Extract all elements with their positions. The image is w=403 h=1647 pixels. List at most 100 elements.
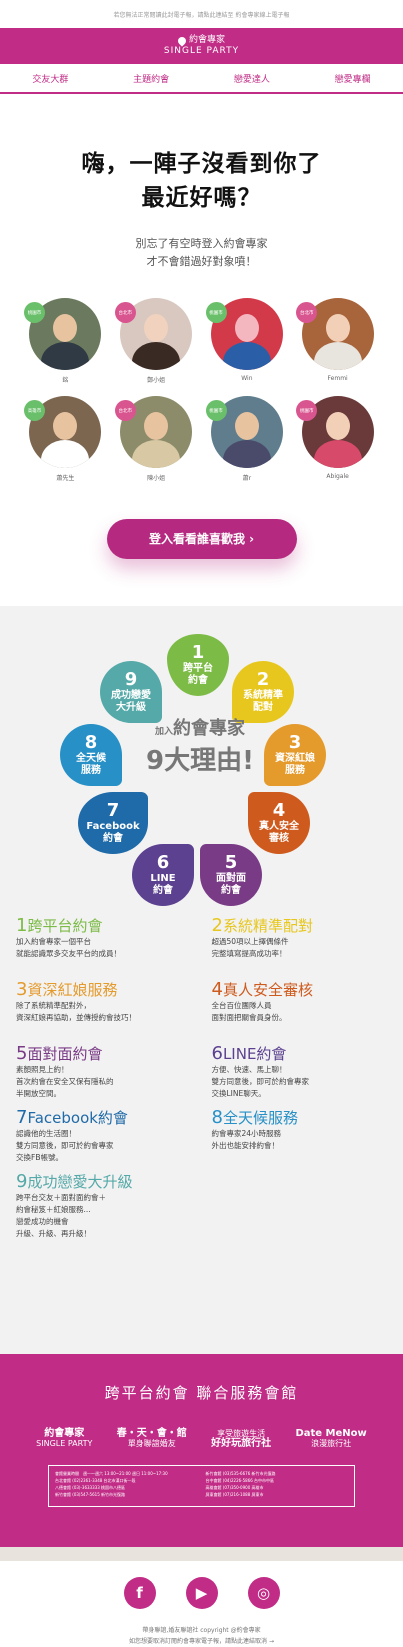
nav-item-theme-dating[interactable]: 主題約會 (133, 74, 170, 85)
petal-1: 1 跨平台 約會 (167, 634, 229, 696)
brand-single-party[interactable]: 約會專家 SINGLE PARTY (36, 1428, 93, 1449)
reason-desc-line: 跨平台交友＋面對面約會＋ (16, 1193, 106, 1202)
youtube-icon[interactable]: ▶ (185, 1577, 218, 1609)
reason-title-text: 成功戀愛大升級 (27, 1173, 133, 1191)
reason-desc-line: 就能認識眾多交友平台的成員！ (16, 949, 121, 958)
nav-item-love-experts[interactable]: 戀愛達人 (233, 74, 270, 85)
reason-desc-line: 戀愛成功的機會 (16, 1217, 69, 1226)
reason-desc-line: 雙方同意後，即可於約會專家 (16, 1141, 114, 1150)
center-nine-reasons: 9大理由! (146, 746, 254, 776)
petal-text2: 約會 (188, 675, 208, 686)
reason-desc-line: 面對面把關會員身份。 (211, 1013, 287, 1022)
brand-travel-agency[interactable]: 享受旅遊生活 好好玩旅行社 (211, 1429, 272, 1449)
profile-grid: 桃園市 銘 台北市 鄭小姐 桃園市 Win 台北市 Femmi 高雄市 蕭先生 … (0, 271, 403, 482)
city-badge: 台北市 (114, 302, 136, 323)
hero-section: 嗨，一陣子沒看到你了 最近好嗎？ 別忘了有空時登入約會專家 才不會錯過好對象噴！ (0, 94, 403, 271)
reason-title: 1跨平台約會 (16, 916, 192, 936)
profile-card[interactable]: 桃園市 銘 (20, 298, 111, 384)
hero-title: 嗨，一陣子沒看到你了 最近好嗎？ (0, 147, 403, 215)
reason-item: 2系統精準配對超過50項以上擇偶條件 完整填寫提高成功率！ (212, 916, 388, 980)
avatar[interactable] (29, 298, 102, 370)
profile-card[interactable]: 高雄市 蕭先生 (20, 396, 111, 482)
petal-text2: 約會 (153, 885, 173, 896)
reason-number: 1 (16, 915, 28, 936)
unsubscribe-link[interactable]: 如您想要取消訂閱約會專家電子報，請點此連結取消 → (129, 1638, 274, 1645)
footer-title: 跨平台約會 聯合服務會館 (104, 1384, 299, 1402)
profile-card[interactable]: 台北市 Femmi (292, 298, 383, 383)
petal-number: 3 (288, 732, 302, 753)
header-bar: 約會專家 SINGLE PARTY (0, 28, 403, 64)
profile-name: 銘 (62, 377, 69, 384)
top-note: 若您無法正常閱讀此封電子報，請點此連結至 約會專家線上電子報 (113, 12, 290, 19)
petal-9: 9 成功戀愛 大升級 (100, 661, 162, 723)
petal-number: 2 (256, 669, 270, 690)
reason-desc-line: 完整填寫提高成功率！ (211, 949, 287, 958)
petal-text2: 配對 (253, 702, 273, 713)
reason-title-text: LINE約會 (222, 1045, 287, 1063)
petal-text2: 大升級 (116, 702, 146, 713)
profile-name: 蕭先生 (56, 475, 75, 482)
reason-desc-line: 素顏照見上約！ (16, 1065, 69, 1074)
cta-section: 登入看看誰喜歡我 › (0, 481, 403, 606)
profile-card[interactable]: 桃園市 Abigale (292, 396, 383, 481)
petal-text1: 系統精準 (243, 690, 283, 701)
brand-spring-house[interactable]: 春・天・會・館 單身聯誼婚友 (116, 1428, 187, 1449)
petal-text1: 成功戀愛 (111, 690, 151, 701)
city-badge: 台北市 (296, 302, 318, 323)
reason-title-text: 資深紅娘服務 (27, 981, 118, 999)
profile-card[interactable]: 桃園市 Win (202, 298, 293, 383)
reason-desc-line: 升級、升級、再升級！ (16, 1229, 91, 1238)
city-badge: 桃園市 (205, 400, 227, 421)
reason-desc-line: 超過50項以上擇偶條件 (211, 937, 289, 946)
reason-title-text: Facebook約會 (27, 1109, 128, 1127)
hero-subtitle: 別忘了有空時登入約會專家 才不會錯過好對象噴！ (0, 235, 403, 271)
reason-desc-line: 外出也能安排約會！ (211, 1141, 280, 1150)
brand-date-me-now[interactable]: Date MeNow 浪漫旅行社 (295, 1428, 367, 1449)
reason-item: 6LINE約會 方便、快速、馬上聊！ 雙方同意後，即可於約會專家 交換LINE聊天。 (212, 1044, 388, 1108)
instagram-icon[interactable]: ◎ (247, 1577, 280, 1609)
center-brand: 約會專家 (173, 718, 245, 739)
reason-item: 4真人安全審核 全台百位團隊人員 面對面把關會員身份。 (212, 980, 388, 1044)
reason-number: 6 (211, 1043, 223, 1064)
flower-center: 加入約會專家 9大理由! (140, 714, 260, 777)
reason-desc-line: 約會秘笈＋紅娘服務... (16, 1205, 91, 1214)
reason-list: 1跨平台約會 加入約會專家一個平台 就能認識眾多交友平台的成員！ 2系統精準配對超過5… (0, 912, 403, 1239)
reason-item: 7Facebook約會 認識他的生活圈！ 雙方同意後，即可於約會專家 交換FB帳號。 (16, 1108, 192, 1172)
reason-desc-line: 認識他的生活圈！ (16, 1129, 76, 1138)
reason-number: 7 (16, 1107, 28, 1128)
reason-item: 8全天候服務 約會專家24小時服務 外出也能安排約會！ (212, 1108, 388, 1172)
reason-item: 1跨平台約會 加入約會專家一個平台 就能認識眾多交友平台的成員！ (16, 916, 192, 980)
heart-icon (176, 34, 188, 47)
petal-text2: 審核 (269, 833, 289, 844)
facebook-icon[interactable]: f (123, 1577, 156, 1609)
reason-title-text: 真人安全審核 (222, 981, 313, 999)
petal-text2: 約會 (221, 885, 241, 896)
nav-item-love-column[interactable]: 戀愛專欄 (334, 74, 371, 85)
hero-sub-line1: 別忘了有空時登入約會專家 (135, 237, 268, 250)
reason-number: 9 (16, 1171, 28, 1192)
reason-desc-line: 雙方同意後，即可於約會專家 (211, 1077, 310, 1086)
reason-title-text: 系統精準配對 (222, 917, 313, 935)
profile-card[interactable]: 台北市 鄭小姐 (111, 298, 202, 384)
brand-logo[interactable]: 約會專家 SINGLE PARTY (164, 34, 239, 56)
social-links: f ▶ ◎ (0, 1561, 403, 1625)
hero-sub-line2: 才不會錯過好對象噴！ (146, 255, 257, 268)
petal-number: 9 (124, 669, 138, 690)
reason-desc: 全台百位團隊人員 面對面把關會員身份。 (212, 1000, 388, 1024)
avatar[interactable] (301, 396, 374, 468)
petal-6: 6 LINE 約會 (132, 844, 194, 906)
city-badge: 高雄市 (24, 400, 45, 421)
reason-title: 7Facebook約會 (16, 1108, 192, 1128)
profile-card[interactable]: 桃園市 蕭r (202, 396, 293, 482)
nav-item-friends[interactable]: 交友大群 (32, 74, 69, 85)
reason-desc-line: 首次約會在安全又保有隱私的 (16, 1077, 114, 1086)
city-badge: 桃園市 (205, 302, 227, 323)
login-see-who-likes-me-button[interactable]: 登入看看誰喜歡我 › (106, 519, 297, 559)
main-nav: 交友大群 主題約會 戀愛達人 戀愛專欄 (0, 64, 403, 94)
petal-number: 1 (191, 642, 205, 663)
profile-card[interactable]: 台北市 陳小姐 (111, 396, 202, 482)
reason-number: 2 (211, 915, 223, 936)
city-badge: 桃園市 (24, 302, 45, 323)
avatar[interactable] (120, 298, 193, 370)
reason-title: 6LINE約會 (212, 1044, 388, 1064)
